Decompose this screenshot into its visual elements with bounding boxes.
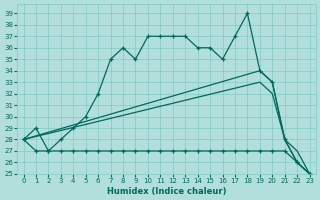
X-axis label: Humidex (Indice chaleur): Humidex (Indice chaleur)	[107, 187, 226, 196]
